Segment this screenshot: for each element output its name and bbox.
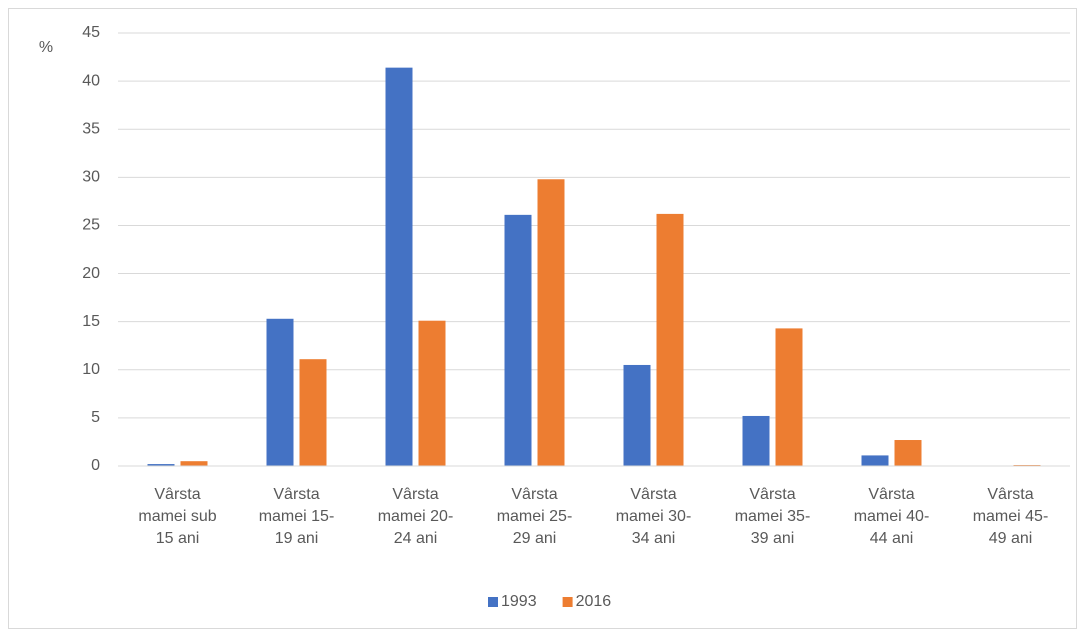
y-tick-label: 35: [82, 120, 100, 137]
y-tick-label: 5: [91, 409, 100, 426]
bar: [418, 320, 446, 466]
bar: [775, 328, 803, 466]
y-tick-label: 40: [82, 72, 100, 89]
bar: [299, 359, 327, 466]
bar: [623, 364, 651, 466]
legend-label: 2016: [576, 593, 612, 610]
x-tick-label: Vârsta mamei 30-34 ani: [615, 486, 692, 547]
x-tick-label: Vârsta mamei sub 15 ani: [138, 486, 217, 547]
y-tick-label: 15: [82, 313, 100, 330]
y-tick-label: 10: [82, 361, 100, 378]
bar: [861, 455, 889, 466]
x-tick-label: Vârsta mamei 15-19 ani: [258, 486, 335, 547]
bar: [266, 318, 294, 466]
bar: [504, 214, 532, 466]
legend-swatch: [562, 597, 573, 607]
y-tick-label: 0: [91, 457, 100, 474]
x-tick-label: Vârsta mamei 40-44 ani: [853, 486, 930, 547]
y-tick-label: 30: [82, 169, 100, 186]
bar: [894, 440, 922, 466]
x-tick-label: Vârsta mamei 20-24 ani: [377, 486, 454, 547]
x-tick-label: Vârsta mamei 25-29 ani: [496, 486, 573, 547]
bar: [537, 179, 565, 466]
y-tick-label: 25: [82, 217, 100, 234]
legend-swatch: [488, 597, 498, 607]
bar: [742, 415, 770, 466]
y-tick-label: 45: [82, 24, 100, 41]
bar: [656, 213, 684, 466]
x-tick-label: Vârsta mamei 35-39 ani: [734, 486, 811, 547]
y-tick-label: 20: [82, 265, 100, 282]
y-axis-label: %: [39, 39, 53, 56]
x-tick-label: Vârsta mamei 45-49 ani: [972, 486, 1049, 547]
legend-label: 1993: [501, 593, 537, 610]
bar: [385, 67, 413, 466]
bar: [147, 464, 175, 466]
bar: [180, 461, 208, 466]
